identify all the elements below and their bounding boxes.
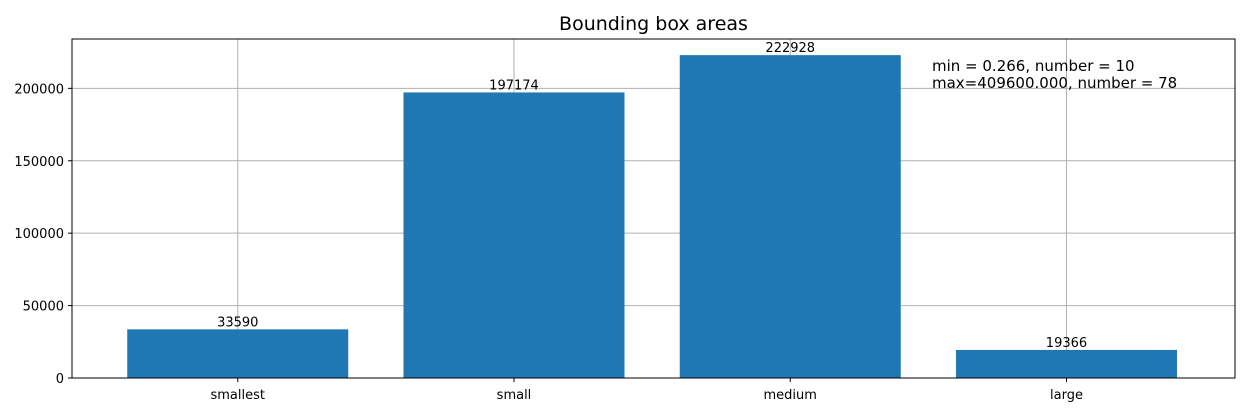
x-tick-label: smallest [210, 388, 265, 403]
annotation-min: min = 0.266, number = 10 [932, 57, 1135, 75]
y-tick-label: 50000 [23, 300, 64, 315]
bar-small [403, 92, 625, 378]
y-tick-label: 200000 [14, 82, 64, 97]
data-label: 19366 [1046, 336, 1087, 351]
data-label: 222928 [765, 41, 815, 56]
x-tick-label: medium [764, 388, 817, 403]
annotation-max: max=409600.000, number = 78 [932, 74, 1177, 92]
bar-medium [679, 55, 901, 379]
plot-frame [71, 38, 1236, 379]
y-tick-label: 100000 [14, 227, 64, 242]
y-tick-label: 150000 [14, 155, 64, 170]
bar-large [955, 349, 1177, 378]
data-label: 197174 [489, 78, 539, 93]
annotation: min = 0.266, number = 10 max=409600.000,… [932, 57, 1177, 92]
x-tick-label: large [1050, 388, 1083, 403]
bar-smallest [127, 329, 349, 378]
x-tick-label: small [497, 388, 532, 403]
y-tick-label: 0 [56, 372, 64, 387]
chart-title: Bounding box areas [559, 13, 748, 35]
data-label: 33590 [217, 315, 258, 330]
axis-ticks: smallest small medium large 0 50000 100000 1500… [14, 82, 1083, 403]
bars [127, 55, 1177, 379]
data-labels: 33590 197174 222928 19366 [217, 41, 1087, 351]
